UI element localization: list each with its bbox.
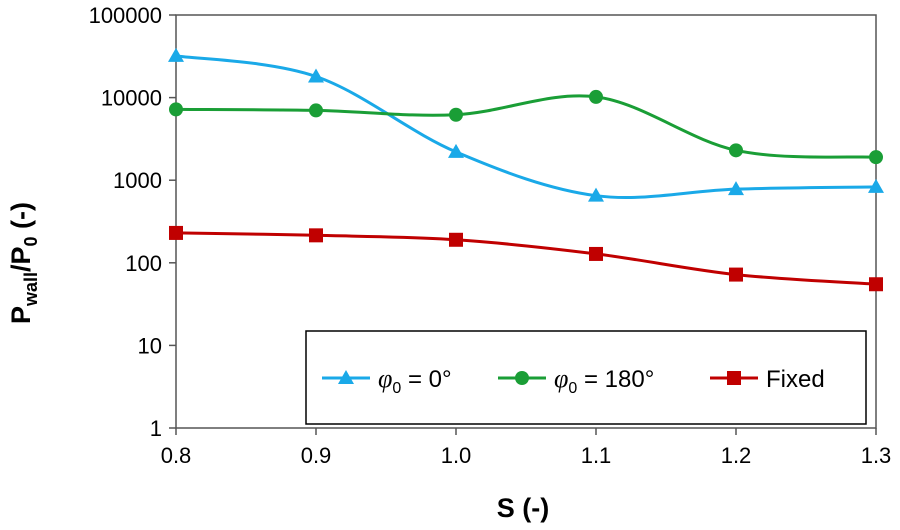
data-point: [449, 107, 463, 122]
legend-entry: Fixed: [710, 366, 825, 393]
y-tick-label: 10: [138, 333, 162, 358]
legend: φ0 = 0° φ0 = 180° Fixed: [305, 330, 867, 425]
legend-label: φ0 = 0°: [378, 364, 452, 397]
legend-label: φ0 = 180°: [554, 364, 654, 397]
data-point: [168, 47, 184, 62]
data-point: [868, 178, 884, 193]
data-point: [449, 232, 463, 247]
data-point: [869, 150, 883, 165]
legend-box: [305, 330, 867, 425]
legend-marker: [727, 371, 741, 385]
legend-marker: [338, 370, 354, 384]
data-point: [309, 103, 323, 118]
x-tick-label: 0.9: [301, 443, 332, 468]
data-point: [448, 143, 464, 158]
series-layer: [168, 47, 884, 292]
data-point: [308, 68, 324, 83]
x-tick-label: 1.2: [721, 443, 752, 468]
legend-entry: φ0 = 180°: [498, 364, 654, 397]
x-tick-label: 1.0: [441, 443, 472, 468]
x-tick-label: 1.1: [581, 443, 612, 468]
plot-area-border: [175, 14, 877, 429]
series-2: [169, 89, 883, 165]
x-axis-title: S (-): [497, 493, 549, 523]
data-point: [309, 228, 323, 243]
data-point: [728, 181, 744, 196]
y-tick-label: 100: [125, 251, 162, 276]
data-point: [169, 225, 183, 240]
data-point: [729, 143, 743, 158]
y-axis-title: Pwall/P0 (-): [6, 202, 41, 324]
data-point: [589, 246, 603, 261]
data-point: [169, 102, 183, 117]
data-point: [869, 277, 883, 292]
y-tick-label: 1: [150, 416, 162, 441]
y-tick-label: 1000: [113, 168, 162, 193]
series-line: [175, 54, 877, 199]
y-tick-label: 100000: [89, 3, 162, 28]
legend-entry: φ0 = 0°: [322, 364, 452, 397]
legend-label: Fixed: [766, 366, 825, 393]
series-line: [175, 231, 877, 286]
y-tick-label: 10000: [101, 86, 162, 111]
series-line: [175, 94, 877, 159]
data-point: [729, 267, 743, 282]
series-1: [168, 47, 884, 202]
legend-marker: [515, 371, 529, 385]
series-3: [169, 225, 883, 292]
x-tick-label: 0.8: [161, 443, 192, 468]
data-point: [588, 187, 604, 202]
x-tick-label: 1.3: [861, 443, 892, 468]
axes: [169, 14, 877, 435]
tick-labels: 1 10 100 1000 10000 100000 0.8 0.9 1.0 1.1 1.2 1.3: [89, 3, 892, 468]
data-point: [589, 89, 603, 104]
